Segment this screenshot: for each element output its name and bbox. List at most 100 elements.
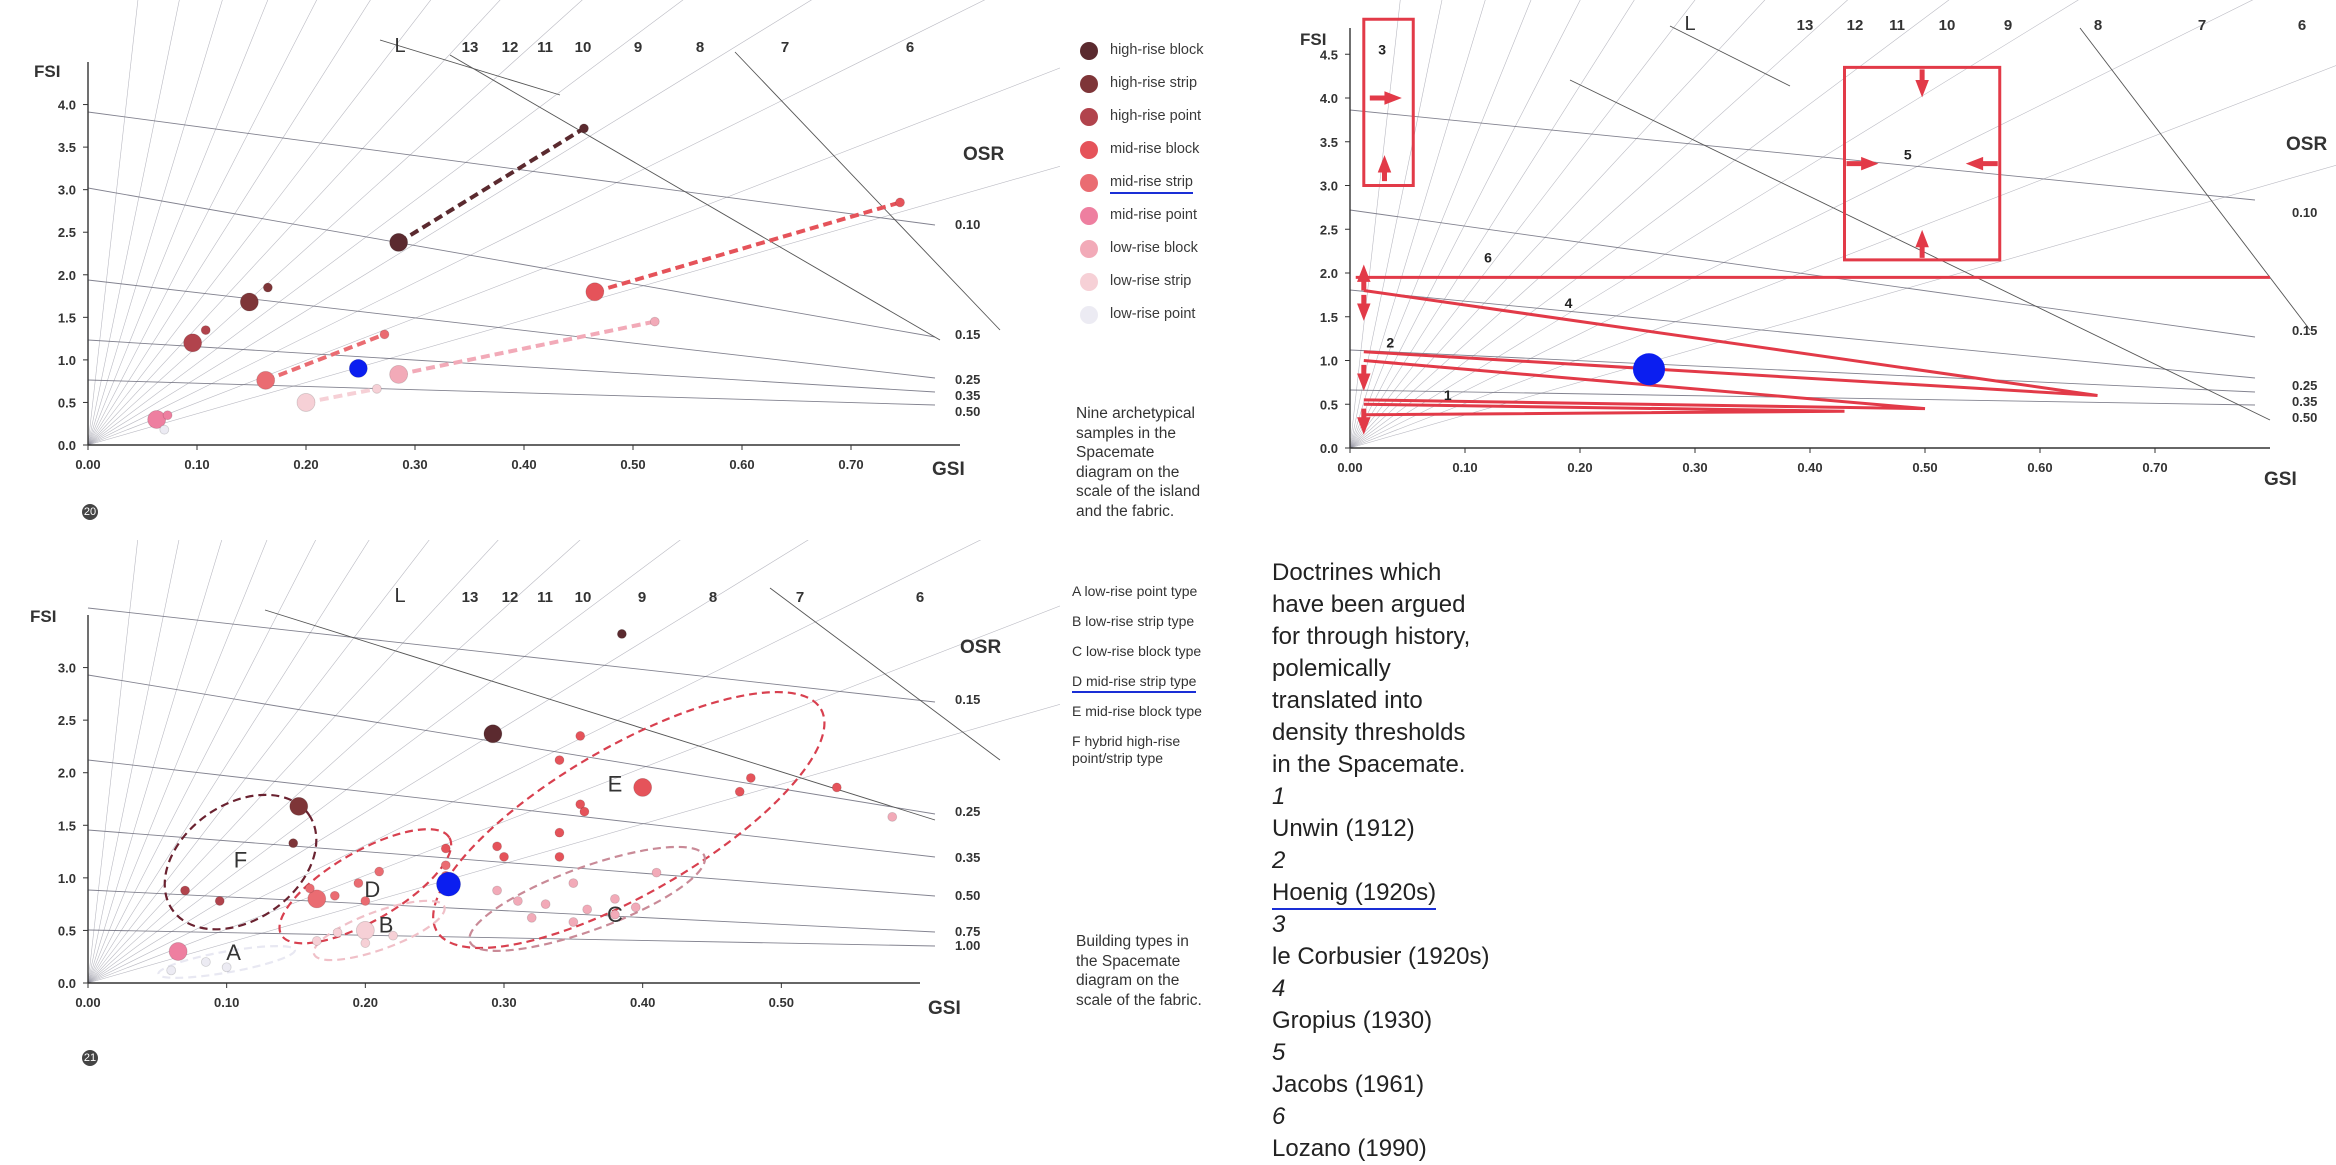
data-point — [180, 885, 190, 896]
l-ray-line — [1349, 0, 1849, 449]
caption-line: Building types in — [1076, 933, 1189, 950]
l-ray-line — [87, 540, 581, 984]
osr-line — [87, 674, 936, 815]
y-tick-label: 1.5 — [58, 818, 76, 833]
l-value-label: 10 — [575, 39, 592, 56]
y-tick-label: 3.0 — [1320, 179, 1338, 194]
doctrines-intro-line: have been argued — [1272, 591, 1466, 618]
l-ray-line — [1349, 0, 1950, 449]
y-axis-label: FSI — [1300, 30, 1326, 49]
doctrines-intro-line: polemically — [1272, 655, 1391, 682]
l-ray-line — [87, 0, 318, 446]
y-tick-label: 0.0 — [58, 976, 76, 991]
data-point — [200, 957, 211, 967]
trend-line — [264, 332, 386, 383]
caption-line: diagram on the — [1076, 972, 1180, 989]
osr-value-label: 0.25 — [2292, 378, 2317, 393]
osr-line — [87, 929, 936, 947]
data-point — [579, 806, 590, 817]
osr-value-label: 0.25 — [955, 804, 980, 819]
y-tick-label: 3.0 — [58, 661, 76, 676]
l-diagonal-line — [264, 609, 936, 821]
data-point — [379, 329, 390, 340]
l-value-label: 8 — [709, 589, 717, 606]
data-point — [745, 773, 756, 783]
legend-label: mid-rise strip — [1110, 174, 1193, 194]
y-tick-label: 1.0 — [58, 353, 76, 368]
data-point — [579, 123, 589, 134]
x-tick-label: 0.20 — [1567, 460, 1592, 475]
l-value-label: 12 — [502, 589, 519, 606]
doctrine-name: le Corbusier (1920s) — [1272, 941, 1572, 973]
y-tick-label: 0.5 — [58, 395, 76, 410]
l-ray-line — [1349, 164, 2336, 449]
legend-swatch-icon — [1080, 75, 1098, 93]
l-label: L — [1684, 13, 1695, 35]
data-point — [200, 325, 211, 336]
legend-item: high-rise block — [1068, 36, 1288, 69]
arrow-head-icon — [1965, 156, 1984, 171]
l-value-label: 12 — [502, 39, 519, 56]
data-point — [389, 364, 409, 384]
osr-value-label: 0.75 — [955, 924, 980, 939]
y-tick-label: 3.5 — [1320, 135, 1338, 150]
osr-label: OSR — [2286, 134, 2327, 155]
l-ray-line — [87, 0, 180, 446]
l-ray-line — [87, 540, 982, 984]
legend-item: low-rise strip — [1068, 267, 1288, 300]
data-point — [183, 333, 203, 353]
data-point — [440, 860, 451, 871]
osr-line — [1349, 109, 2256, 201]
data-point — [492, 841, 502, 852]
y-tick-label: 2.5 — [58, 225, 76, 240]
arrow-head-icon — [1861, 156, 1879, 171]
l-ray-line — [87, 540, 223, 984]
building-type-label: E mid-rise block type — [1072, 703, 1202, 719]
legend-label: high-rise strip — [1110, 75, 1198, 91]
osr-value-label: 0.10 — [2292, 205, 2317, 220]
l-value-label: 8 — [2094, 17, 2102, 34]
doctrine-shapes — [1355, 17, 2270, 435]
y-tick-label: 4.0 — [1320, 91, 1338, 106]
osr-line — [87, 187, 936, 338]
y-tick-label: 1.5 — [1320, 310, 1338, 325]
l-ray-line — [1349, 0, 2254, 449]
doctrines-intro-line: Doctrines which — [1272, 559, 1442, 586]
legend-label: low-rise point — [1110, 306, 1196, 322]
l-ray-line — [87, 540, 180, 984]
x-tick-label: 0.60 — [729, 457, 754, 472]
l-ray-line — [87, 0, 501, 446]
osr-line — [1349, 209, 2256, 338]
l-ray-line — [87, 67, 1060, 446]
doctrine-number: 5 — [1272, 1039, 1286, 1066]
page-mark-icon: 21 — [82, 1050, 98, 1066]
doctrine-name-text: Hoenig (1920s) — [1272, 879, 1437, 910]
building-type-item: D mid-rise strip type — [1072, 673, 1302, 693]
l-ray-line — [87, 540, 430, 984]
legend-item: mid-rise point — [1068, 201, 1288, 234]
data-point — [307, 889, 327, 909]
l-ray-line — [1349, 0, 1401, 449]
x-tick-label: 0.40 — [1797, 460, 1822, 475]
highlight-point — [1633, 353, 1665, 386]
trend-line — [397, 126, 585, 245]
doctrine-number: 1 — [1272, 783, 1286, 810]
osr-value-label: 0.50 — [955, 404, 980, 419]
doctrine-name-text: le Corbusier (1920s) — [1272, 943, 1490, 970]
doctrine-name-text: Jacobs (1961) — [1272, 1071, 1425, 1098]
x-tick-label: 0.10 — [1452, 460, 1477, 475]
y-tick-label: 1.0 — [58, 871, 76, 886]
caption-line: Nine archetypical — [1076, 405, 1195, 422]
l-value-label: 7 — [2198, 17, 2206, 34]
doctrine-name: Lozano (1990) — [1272, 1133, 1572, 1165]
y-tick-label: 1.5 — [58, 310, 76, 325]
data-point — [630, 902, 641, 913]
data-point — [221, 962, 232, 973]
osr-line — [1349, 289, 2256, 379]
data-point — [371, 383, 382, 394]
x-tick-label: 0.50 — [769, 995, 794, 1010]
l-ray-line — [87, 0, 583, 446]
l-value-label: 9 — [634, 39, 642, 56]
osr-value-label: 0.35 — [955, 850, 980, 865]
cluster-ellipse — [432, 690, 826, 950]
